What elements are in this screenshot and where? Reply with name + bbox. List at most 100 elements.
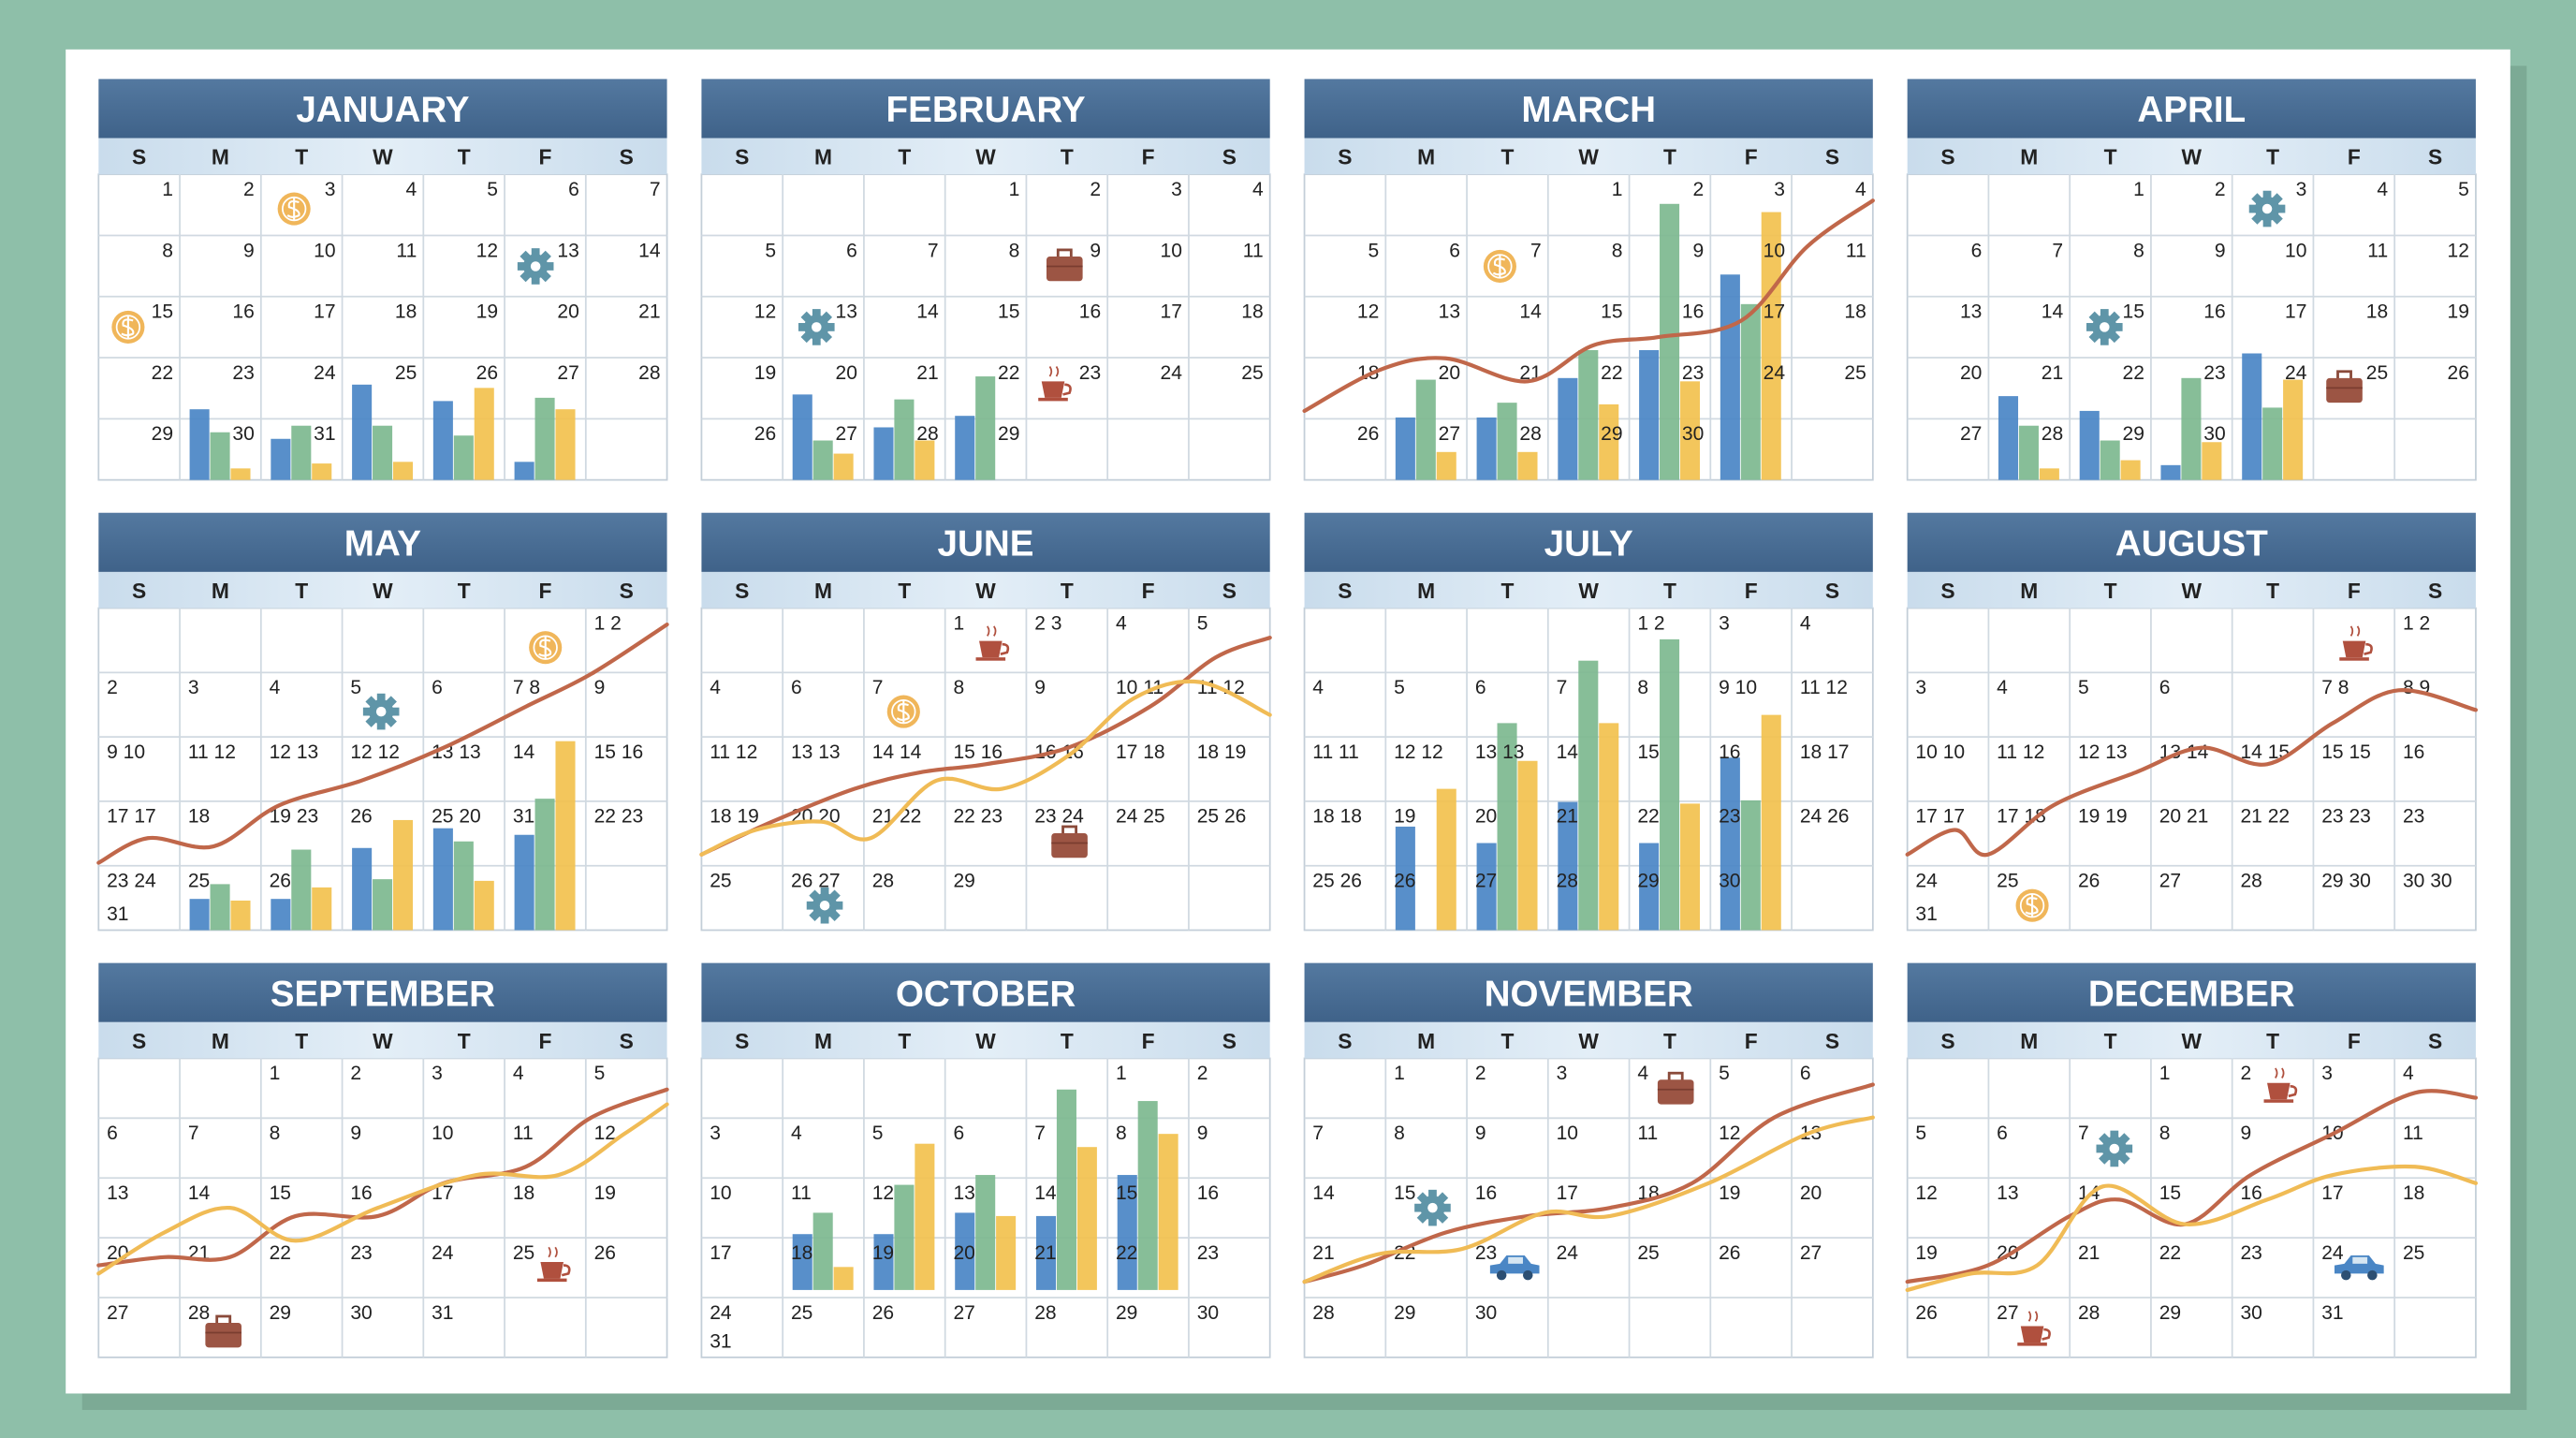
weekday-label: W <box>975 145 996 169</box>
day-number: 17 <box>2321 1182 2343 1204</box>
weekday-bar <box>98 571 667 609</box>
decor-bar <box>792 394 812 480</box>
day-number: 1 <box>953 612 964 634</box>
day-number: 31 <box>1915 903 1937 925</box>
decor-bar <box>1578 660 1599 931</box>
day-number: 22 <box>1601 362 1622 384</box>
day-number: 28 <box>916 423 938 445</box>
day-number: 28 <box>872 871 894 892</box>
decor-bar <box>1639 843 1660 931</box>
decor-bar <box>474 880 494 931</box>
day-number: 28 <box>1312 1302 1334 1324</box>
weekday-label: F <box>538 579 551 603</box>
weekday-bar <box>1304 138 1873 175</box>
gear-tooth <box>376 693 386 704</box>
day-number: 7 <box>2078 1123 2089 1144</box>
decor-bar <box>1056 1089 1076 1290</box>
weekday-bar <box>701 571 1270 609</box>
cup-steam <box>2275 1067 2285 1078</box>
day-number: 17 <box>1764 301 1785 323</box>
decor-bar <box>1720 757 1740 931</box>
decor-bar <box>833 1267 854 1290</box>
day-number: 14 <box>1312 1182 1335 1204</box>
decor-bar <box>1517 451 1538 480</box>
weekday-label: S <box>1940 145 1954 169</box>
day-number: 21 <box>638 301 660 323</box>
day-number: 11 <box>791 1182 812 1204</box>
weekday-label: M <box>212 579 229 603</box>
car-wheel <box>2367 1269 2378 1281</box>
gear-icon <box>798 309 835 345</box>
decor-bar <box>432 401 453 480</box>
month-title: DECEMBER <box>2088 974 2295 1014</box>
day-number: 27 <box>1997 1302 2018 1324</box>
day-number: 18 19 <box>1197 741 1247 763</box>
decor-line <box>1302 1115 1875 1284</box>
decor-bar <box>2100 440 2120 480</box>
day-number: 30 <box>350 1302 372 1324</box>
day-number: 11 <box>396 240 417 261</box>
day-number: 18 <box>2366 301 2388 323</box>
day-number: 20 <box>1439 362 1460 384</box>
day-number: 28 <box>1557 871 1578 892</box>
cup-handle <box>2288 1084 2298 1098</box>
decor-bar <box>955 1212 975 1290</box>
day-number: 2 <box>1475 1063 1486 1084</box>
weekday-label: S <box>1825 145 1839 169</box>
gear-icon <box>2248 190 2286 227</box>
day-number: 7 <box>650 179 661 200</box>
gear-hole <box>812 322 822 332</box>
weekday-label: T <box>2266 1029 2279 1053</box>
day-number: 5 <box>1719 1063 1730 1084</box>
decor-bar <box>373 879 393 931</box>
day-number: 15 <box>2122 301 2144 323</box>
day-number: 9 <box>243 240 255 261</box>
day-number: 14 <box>1034 1182 1057 1204</box>
month-title: NOVEMBER <box>1485 974 1693 1014</box>
decor-bar <box>915 440 935 480</box>
day-number: 14 <box>916 301 939 323</box>
decor-bar <box>1740 303 1761 480</box>
weekday-bar <box>98 138 667 175</box>
day-number: 14 15 <box>2240 741 2290 763</box>
month-header <box>98 962 667 1022</box>
weekday-label: F <box>1142 579 1155 603</box>
weekday-label: M <box>2020 1029 2038 1053</box>
weekday-label: F <box>1142 145 1155 169</box>
gear-hole <box>1427 1202 1438 1213</box>
day-number: 16 <box>232 301 254 323</box>
day-number: 30 30 <box>2403 871 2452 892</box>
day-number: 9 <box>350 1123 361 1144</box>
day-number: 19 <box>2447 301 2468 323</box>
day-number: 24 25 <box>1116 806 1165 828</box>
day-number: 25 <box>710 871 731 892</box>
decor-line <box>699 679 1272 857</box>
day-number: 25 <box>188 871 210 892</box>
day-number: 22 23 <box>953 806 1003 828</box>
day-number: 23 <box>2203 362 2225 384</box>
day-number: 4 <box>2377 179 2388 200</box>
weekday-label: S <box>1940 579 1954 603</box>
day-number: 13 <box>107 1182 128 1204</box>
weekday-label: W <box>2182 145 2203 169</box>
day-number: 3 <box>188 677 199 698</box>
decor-bar <box>555 741 576 931</box>
day-number: 23 <box>2240 1242 2261 1264</box>
weekday-label: M <box>1417 579 1435 603</box>
decor-bar <box>2039 468 2059 480</box>
day-number: 12 <box>476 240 498 261</box>
day-number: 7 <box>1557 677 1568 698</box>
day-number: 24 <box>2285 362 2307 384</box>
weekday-label: S <box>1825 1029 1839 1053</box>
car-icon <box>2334 1255 2384 1281</box>
cup-handle <box>1062 383 1072 396</box>
weekday-label: T <box>1500 1029 1514 1053</box>
day-number: 25 <box>1844 362 1866 384</box>
day-number: 11 <box>1637 1123 1658 1144</box>
day-number: 19 <box>754 362 776 384</box>
day-number: 4 <box>1116 612 1127 634</box>
coin-icon <box>529 631 563 665</box>
weekday-label: M <box>814 1029 832 1053</box>
weekday-label: W <box>975 579 996 603</box>
weekday-label: W <box>373 145 393 169</box>
